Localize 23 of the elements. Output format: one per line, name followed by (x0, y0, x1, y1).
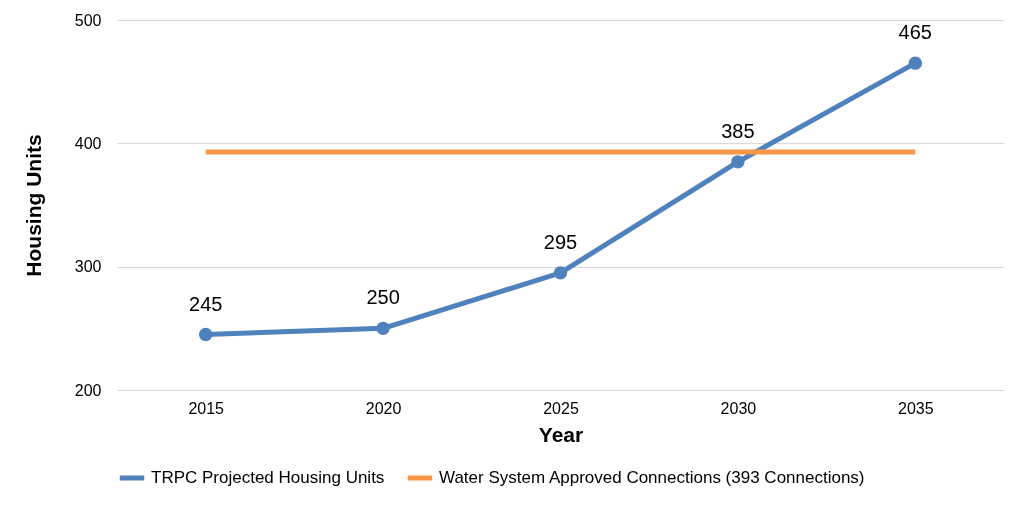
y-axis-title: Housing Units (21, 134, 45, 277)
x-tick-label: 2035 (898, 399, 934, 417)
data-label: 295 (543, 230, 578, 253)
data-label: 250 (366, 286, 400, 309)
data-label: 245 (189, 292, 223, 315)
data-label: 465 (898, 21, 932, 44)
x-tick-label: 2030 (720, 399, 757, 417)
point (376, 321, 390, 336)
x-axis-title: Year (538, 422, 584, 446)
point (908, 56, 923, 70)
data-label: 385 (721, 119, 755, 142)
y-tick-label: 200 (74, 381, 102, 399)
x-tick-label: 2025 (543, 399, 579, 417)
point (553, 266, 568, 280)
y-tick-label: 500 (74, 11, 102, 29)
x-tick-label: 2015 (188, 399, 225, 417)
legend-label: TRPC Projected Housing Units (151, 468, 385, 487)
y-tick-label: 400 (74, 134, 102, 152)
x-tick-label: 2020 (365, 399, 402, 417)
point (731, 155, 745, 169)
point (198, 327, 213, 342)
y-tick-label: 300 (74, 258, 102, 276)
legend-label: Water System Approved Connections (393 Connections) (439, 468, 865, 487)
